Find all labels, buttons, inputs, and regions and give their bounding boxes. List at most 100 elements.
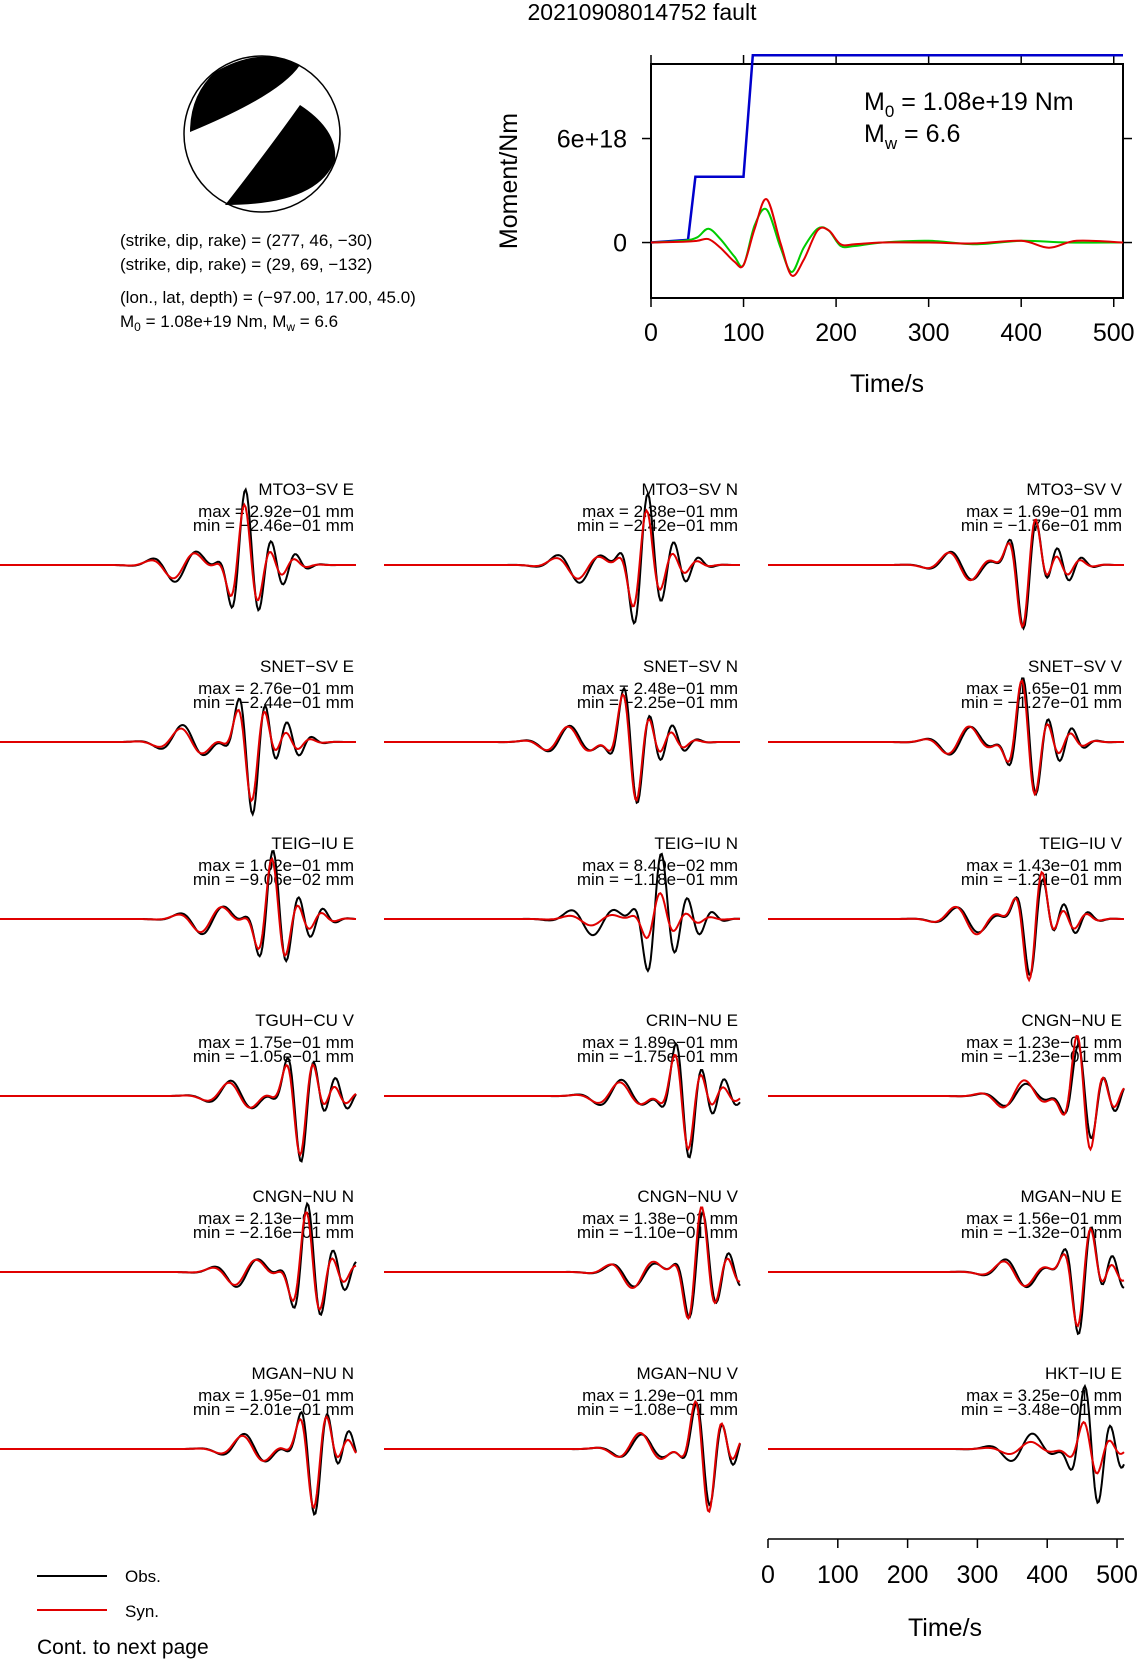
moment-m0-annotation: M0 = 1.08e+19 Nm: [864, 88, 1074, 121]
moment-xlabel: Time/s: [850, 370, 924, 398]
station-min: min = −1.76e−01 mm: [961, 516, 1122, 535]
station-min: min = −9.06e−02 mm: [193, 870, 354, 889]
station-name: SNET−SV E: [260, 657, 354, 676]
moment-mw-annotation: Mw = 6.6: [864, 120, 960, 153]
moment-xtick-label: 300: [908, 319, 950, 347]
synthetic-trace: [384, 891, 741, 940]
continuation-note: Cont. to next page: [37, 1636, 209, 1659]
synthetic-trace: [0, 1414, 357, 1510]
moment-series-line: [650, 198, 1124, 277]
station-max: max = 2.13e−01 mm: [198, 1209, 354, 1228]
synthetic-trace: [768, 870, 1124, 983]
synthetic-trace: [384, 508, 740, 608]
legend: Obs. Syn.: [37, 1567, 161, 1621]
station-min: min = −1.32e−01 mm: [961, 1223, 1122, 1242]
moment-xtick-label: 400: [1000, 319, 1042, 347]
station-max: max = 2.38e−01 mm: [582, 502, 738, 521]
mechanism-params-2: (strike, dip, rake) = (29, 69, −132): [120, 255, 372, 274]
station-min: min = −2.25e−01 mm: [577, 693, 738, 712]
station-min: min = −2.16e−01 mm: [193, 1223, 354, 1242]
synthetic-trace: [768, 678, 1124, 797]
station-max: max = 1.75e−01 mm: [198, 1033, 354, 1052]
synthetic-trace: [384, 1399, 741, 1514]
station-max: max = 1.29e−01 mm: [582, 1386, 738, 1405]
station-min: min = −1.05e−01 mm: [193, 1047, 354, 1066]
station-max: max = 1.23e−01 mm: [966, 1033, 1122, 1052]
waveform-xtick-label: 300: [957, 1561, 999, 1589]
station-min: min = −2.42e−01 mm: [577, 516, 738, 535]
moment-ylabel: Moment/Nm: [495, 113, 523, 249]
synthetic-trace: [0, 856, 356, 958]
station-max: max = 1.89e−01 mm: [582, 1033, 738, 1052]
station-min: min = −1.08e−01 mm: [577, 1400, 738, 1419]
station-name: SNET−SV N: [643, 657, 738, 676]
station-min: min = −1.27e−01 mm: [961, 693, 1122, 712]
figure-title: 20210908014752 fault: [528, 0, 758, 25]
moment-ytick-label: 0: [613, 230, 627, 258]
waveform-xtick-label: 100: [817, 1561, 859, 1589]
mechanism-location: (lon., lat, depth) = (−97.00, 17.00, 45.…: [120, 288, 416, 307]
station-name: SNET−SV V: [1028, 657, 1123, 676]
synthetic-trace: [384, 1206, 741, 1321]
moment-xtick-label: 100: [723, 319, 765, 347]
station-max: max = 1.56e−01 mm: [966, 1209, 1122, 1228]
station-min: min = −1.75e−01 mm: [577, 1047, 738, 1066]
station-min: min = −2.01e−01 mm: [193, 1400, 354, 1419]
station-max: max = 1.69e−01 mm: [966, 502, 1122, 521]
station-name: MGAN−NU V: [636, 1364, 738, 1383]
station-min: min = −1.21e−01 mm: [961, 870, 1122, 889]
station-max: max = 1.43e−01 mm: [966, 856, 1122, 875]
moment-xtick-label: 200: [815, 319, 857, 347]
observed-trace: [768, 877, 1124, 977]
legend-syn-label: Syn.: [125, 1602, 159, 1621]
waveform-xtick-label: 500: [1096, 1561, 1138, 1589]
station-max: max = 2.76e−01 mm: [198, 679, 354, 698]
station-name: TEIG−IU V: [1039, 834, 1122, 853]
synthetic-trace: [0, 502, 356, 602]
synthetic-trace: [768, 1226, 1125, 1328]
station-name: TEIG−IU N: [654, 834, 738, 853]
station-max: max = 2.92e−01 mm: [198, 502, 354, 521]
mechanism-moment: M0 = 1.08e+19 Nm, Mw = 6.6: [120, 312, 338, 334]
observed-trace: [768, 519, 1124, 631]
moment-series-line: [650, 207, 1124, 274]
synthetic-trace: [384, 1053, 741, 1151]
moment-ytick-label: 6e+18: [557, 126, 627, 154]
moment-plot-frame: [650, 63, 1124, 299]
station-max: max = 1.95e−01 mm: [198, 1386, 354, 1405]
legend-obs-label: Obs.: [125, 1567, 161, 1586]
observed-trace: [0, 697, 356, 817]
waveform-time-axis: 0 100 200 300 400 500: [761, 1538, 1138, 1589]
station-max: max = 8.40e−02 mm: [582, 856, 738, 875]
synthetic-trace: [0, 1211, 357, 1312]
station-min: min = −2.46e−01 mm: [193, 516, 354, 535]
station-name: MTO3−SV V: [1026, 480, 1122, 499]
station-name: MTO3−SV E: [258, 480, 354, 499]
station-name: TGUH−CU V: [255, 1011, 354, 1030]
synthetic-trace: [768, 1420, 1125, 1475]
mechanism-params-1: (strike, dip, rake) = (277, 46, −30): [120, 231, 372, 250]
station-name: HKT−IU E: [1045, 1364, 1122, 1383]
station-min: min = −1.23e−01 mm: [961, 1047, 1122, 1066]
synthetic-trace: [768, 518, 1124, 629]
station-max: max = 2.48e−01 mm: [582, 679, 738, 698]
station-min: min = −3.48e−01 mm: [961, 1400, 1122, 1419]
moment-xtick-label: 500: [1093, 319, 1135, 347]
